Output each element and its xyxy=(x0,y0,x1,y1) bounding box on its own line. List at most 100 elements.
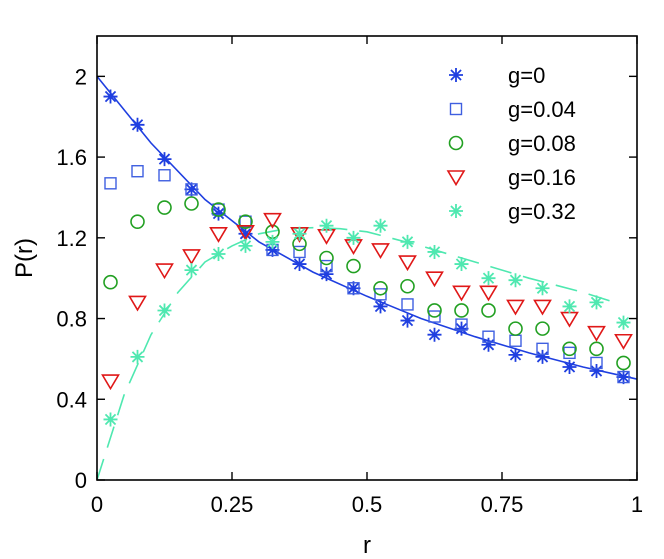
data-point-g-0 xyxy=(238,226,253,241)
data-point-g-0-08 xyxy=(427,303,442,318)
data-point-g-0-04 xyxy=(104,177,117,190)
data-point-g-0 xyxy=(373,299,388,314)
data-point-g-0-04 xyxy=(401,298,414,311)
data-point-g-0-04 xyxy=(617,370,630,384)
data-point-g-0-32 xyxy=(562,299,577,314)
data-point-g-0-16 xyxy=(452,285,471,302)
y-tick-label: 0 xyxy=(75,468,87,493)
legend-marker xyxy=(446,170,466,187)
data-point-g-0-08 xyxy=(157,200,172,215)
x-tick-label: 0.25 xyxy=(211,492,254,517)
data-point-g-0-32 xyxy=(481,271,496,286)
data-point-g-0-08 xyxy=(130,214,145,229)
data-point-g-0-32 xyxy=(400,234,415,249)
x-tick-label: 0.75 xyxy=(481,492,524,517)
y-tick-labels: 0 0.4 0.8 1.2 1.6 2 xyxy=(56,64,87,493)
data-point-g-0-04 xyxy=(320,259,333,273)
data-point-g-0-04 xyxy=(185,183,198,196)
data-point-g-0-32 xyxy=(130,349,145,364)
data-point-g-0-16 xyxy=(479,285,498,302)
data-point-g-0-32 xyxy=(265,234,280,249)
data-point-g-0 xyxy=(157,152,172,167)
data-point-g-0-16 xyxy=(101,374,120,391)
data-point-g-0-16 xyxy=(533,299,552,316)
data-point-g-0-04 xyxy=(239,215,252,228)
data-point-g-0-32 xyxy=(373,218,388,233)
data-point-g-0-08 xyxy=(319,250,334,266)
data-point-g-0-32 xyxy=(319,218,334,233)
data-point-g-0-16 xyxy=(560,311,579,328)
data-point-g-0-32 xyxy=(427,244,442,259)
data-point-g-0-08 xyxy=(616,355,631,371)
legend-marker xyxy=(449,68,463,82)
legend-label: g=0.08 xyxy=(508,131,576,156)
data-point-g-0-16 xyxy=(587,325,606,342)
data-point-g-0-32 xyxy=(508,273,523,288)
data-point-g-0 xyxy=(562,359,577,374)
data-point-g-0-08 xyxy=(238,214,253,229)
data-point-g-0-08 xyxy=(508,321,523,336)
data-point-g-0-32 xyxy=(346,230,361,245)
data-point-g-0 xyxy=(589,364,604,379)
legend: g=0 g=0.04 g=0.08 g=0.16 g=0.32 xyxy=(446,63,576,224)
data-point-g-0-04 xyxy=(374,288,387,301)
data-point-g-0-16 xyxy=(155,263,174,280)
data-point-g-0-04 xyxy=(509,334,522,347)
data-point-g-0-04 xyxy=(158,169,171,182)
data-point-g-0-04 xyxy=(482,330,495,343)
data-point-g-0 xyxy=(481,337,496,352)
data-point-g-0-04 xyxy=(455,318,468,331)
data-point-g-0-16 xyxy=(371,243,390,259)
data-point-g-0-08 xyxy=(481,303,496,318)
legend-label: g=0.04 xyxy=(508,97,576,122)
x-tick-label: 0 xyxy=(91,492,103,517)
data-point-g-0-04 xyxy=(212,203,225,216)
data-point-g-0 xyxy=(265,242,280,257)
data-point-g-0-08 xyxy=(103,274,118,290)
y-axis-label: P(r) xyxy=(11,238,38,278)
axis-ticks xyxy=(96,36,638,481)
data-point-g-0-08 xyxy=(184,196,199,211)
data-point-g-0-32 xyxy=(238,238,253,253)
data-point-g-0 xyxy=(211,206,226,221)
data-point-g-0 xyxy=(103,89,118,104)
data-point-g-0-16 xyxy=(209,226,228,243)
data-point-g-0-08 xyxy=(373,280,388,296)
data-point-g-0-08 xyxy=(535,321,550,336)
data-point-g-0-04 xyxy=(293,245,306,259)
data-point-g-0-08 xyxy=(589,341,604,357)
legend-label: g=0 xyxy=(508,63,545,88)
legend-label: g=0.16 xyxy=(508,165,576,190)
data-point-g-0 xyxy=(292,257,307,272)
data-point-g-0-32 xyxy=(589,295,604,310)
data-point-g-0-04 xyxy=(347,282,360,295)
data-point-g-0-16 xyxy=(236,224,255,241)
data-point-g-0-16 xyxy=(263,212,282,229)
data-point-g-0-16 xyxy=(398,255,417,272)
data-point-g-0-32 xyxy=(454,257,469,272)
data-point-g-0-08 xyxy=(211,202,226,217)
data-point-g-0-08 xyxy=(562,341,577,357)
data-point-g-0-32 xyxy=(157,303,172,318)
data-point-g-0 xyxy=(346,281,361,296)
data-point-g-0 xyxy=(616,370,631,385)
data-point-g-0 xyxy=(535,349,550,364)
data-point-g-0-04 xyxy=(590,356,603,370)
data-point-g-0 xyxy=(400,313,415,328)
data-point-g-0-04 xyxy=(563,346,576,360)
data-point-g-0-08 xyxy=(346,258,361,274)
data-point-g-0-32 xyxy=(535,281,550,296)
y-tick-label: 0.4 xyxy=(56,387,87,412)
data-point-g-0-16 xyxy=(182,249,201,266)
data-point-g-0-08 xyxy=(454,303,469,318)
x-tick-labels: 0 0.25 0.5 0.75 1 xyxy=(91,492,643,517)
data-point-g-0-04 xyxy=(536,342,549,356)
y-tick-label: 1.2 xyxy=(56,226,87,251)
legend-marker xyxy=(448,135,464,151)
data-point-g-0 xyxy=(427,327,442,342)
x-tick-label: 1 xyxy=(631,492,643,517)
x-tick-label: 0.5 xyxy=(352,492,383,517)
data-point-g-0-32 xyxy=(184,263,199,278)
data-points xyxy=(101,89,633,427)
